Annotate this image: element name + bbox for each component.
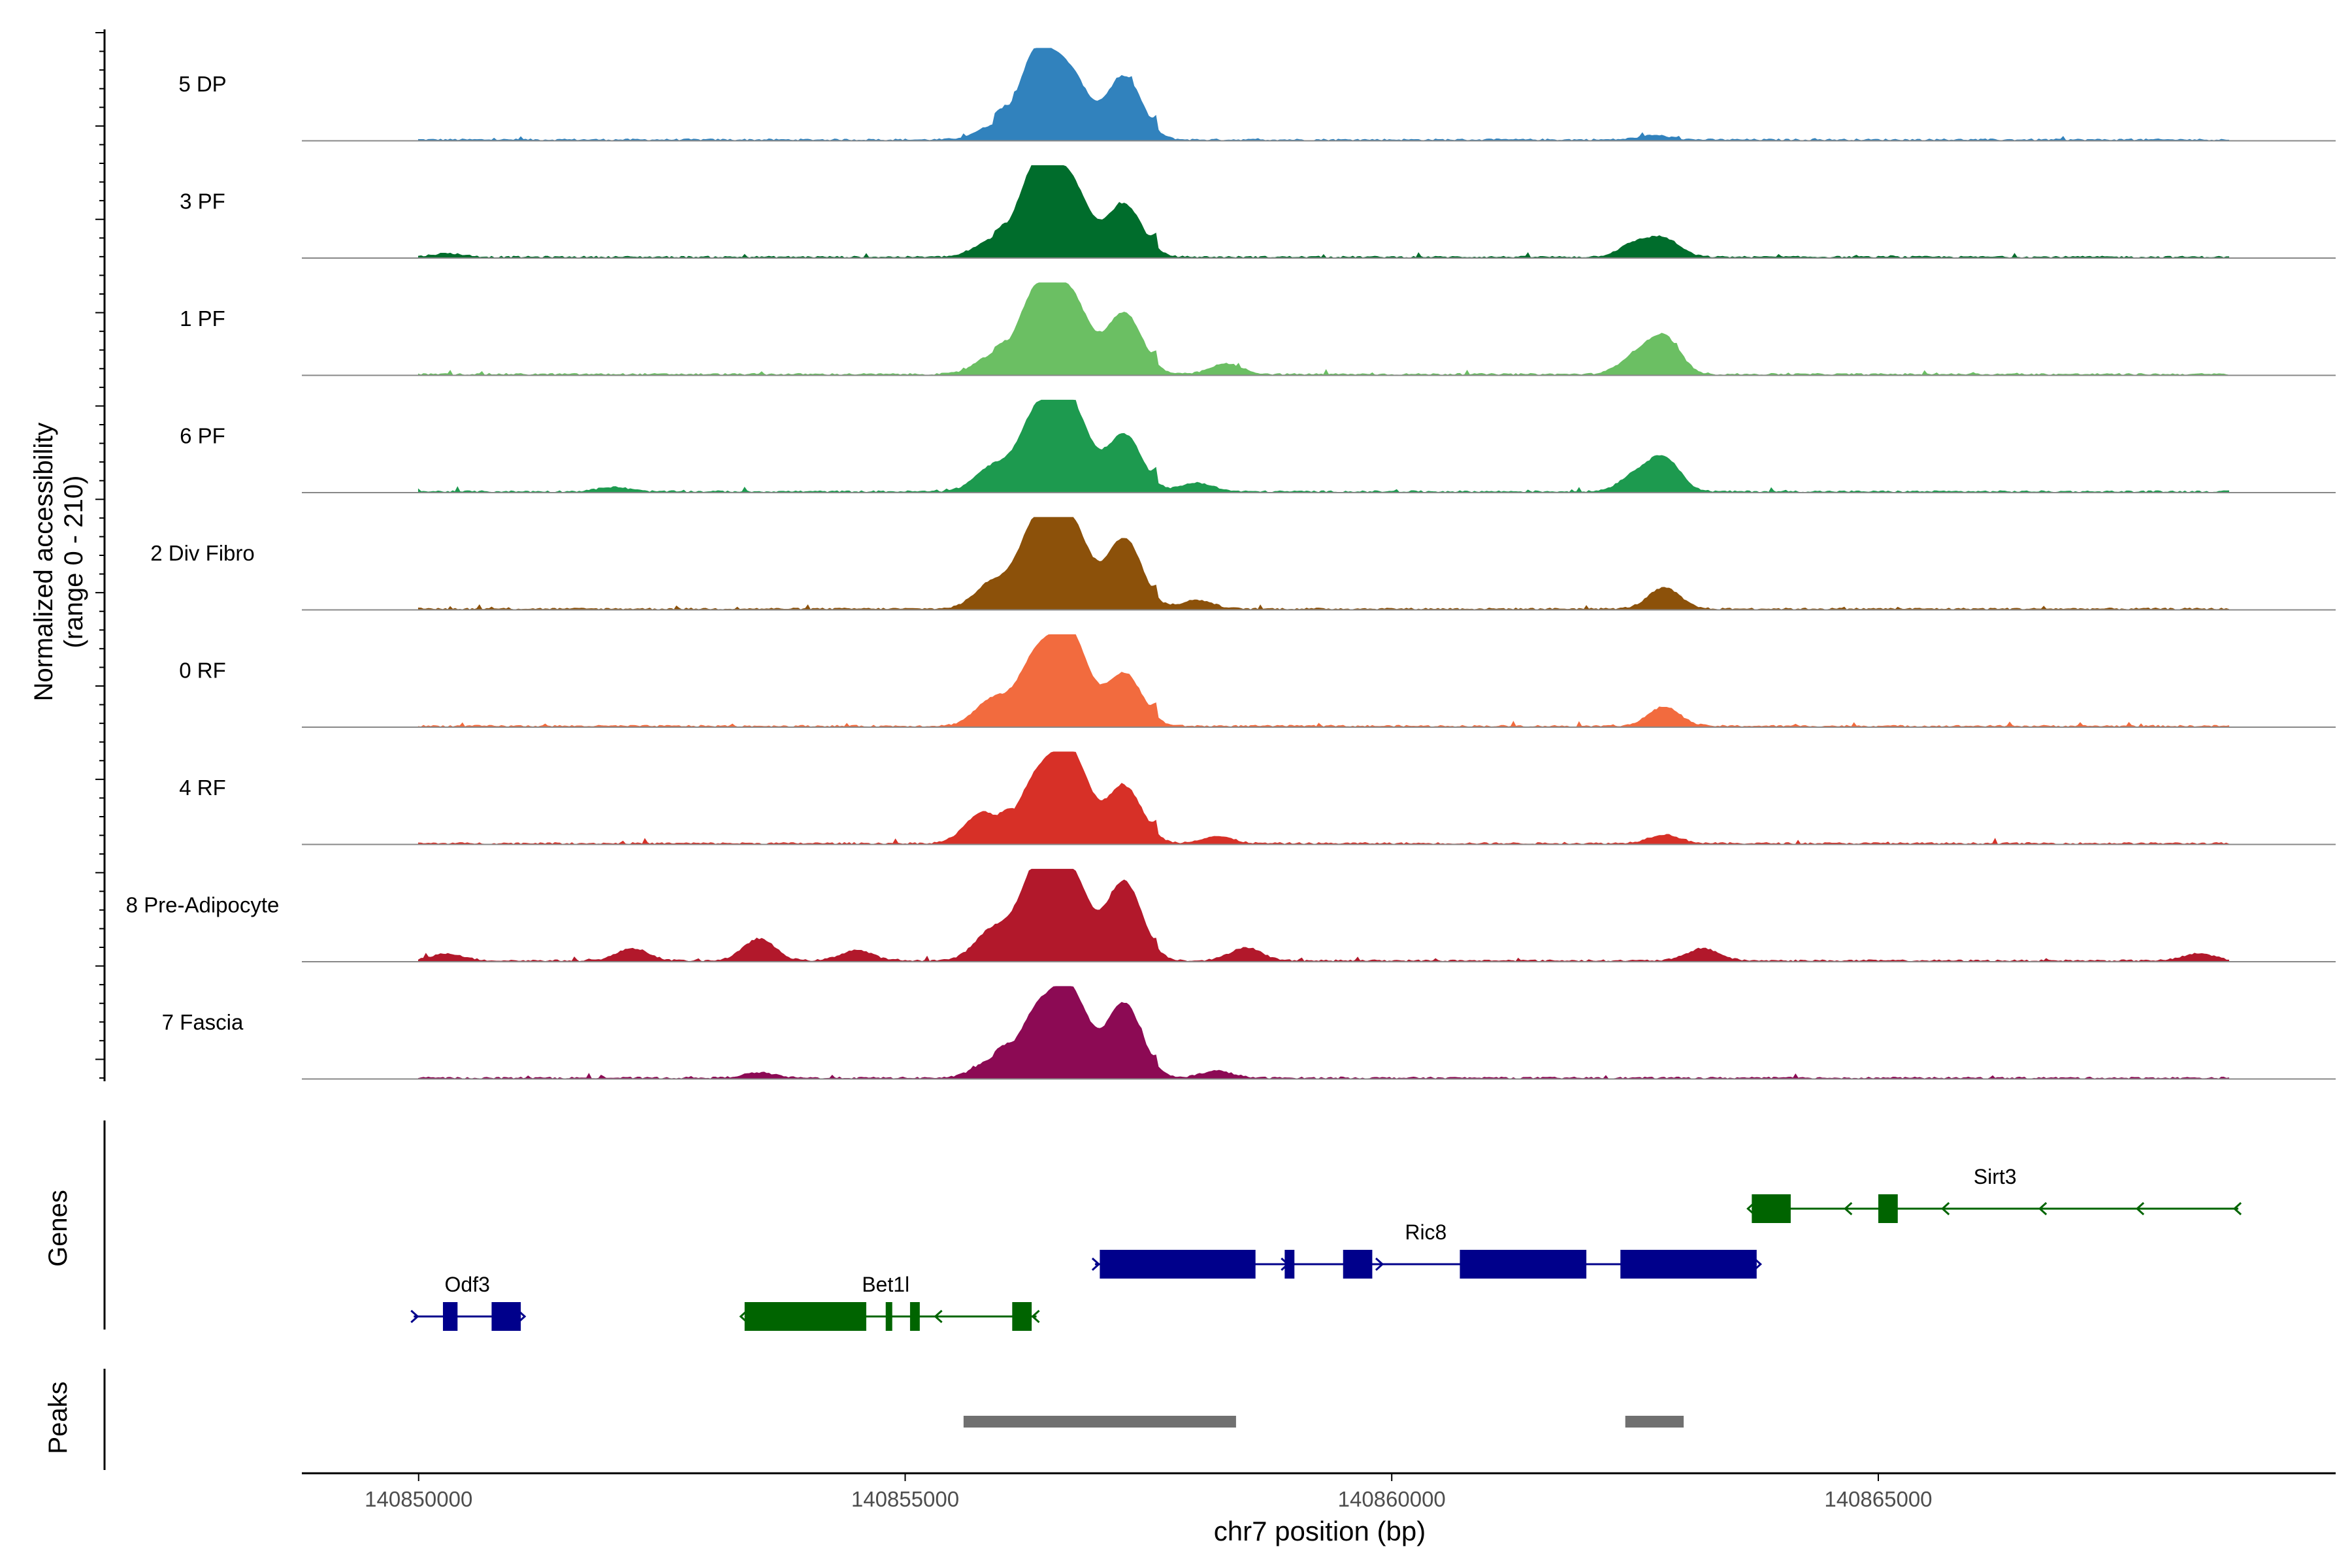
strand-arrow-icon: [2232, 1201, 2242, 1216]
track-label: 2 Div Fibro: [150, 541, 255, 565]
peak-region-bar: [1625, 1416, 1684, 1428]
coverage-track: 3 PF: [180, 165, 2336, 259]
gene-model: Bet1l: [739, 1273, 1040, 1331]
coverage-tracks: 5 DP 3 PF 1 PF 6 PF 2 Div Fibro 0 RF 4 RF 8 Pre…: [126, 48, 2336, 1080]
coverage-area: [417, 399, 2229, 493]
strand-arrow-icon: [1844, 1201, 1853, 1216]
track-label: 3 PF: [180, 189, 225, 214]
coverage-track: 2 Div Fibro: [150, 517, 2336, 611]
coverage-track: 7 Fascia: [162, 986, 2336, 1080]
track-label: 4 RF: [179, 776, 226, 800]
gene-label: Odf3: [445, 1273, 490, 1296]
coverage-track: 8 Pre-Adipocyte: [126, 868, 2336, 962]
x-axis-label: chr7 position (bp): [1214, 1516, 1426, 1546]
strand-arrow-icon: [410, 1309, 419, 1324]
gene-exon: [1343, 1250, 1373, 1279]
genes-axis-label: Genes: [44, 1190, 73, 1267]
strand-arrow-icon: [1091, 1257, 1101, 1271]
gene-exon: [442, 1302, 458, 1331]
coverage-area: [417, 165, 2229, 259]
coverage-track: 1 PF: [180, 282, 2336, 376]
coverage-track: 6 PF: [180, 399, 2336, 493]
gene-exon: [744, 1302, 866, 1331]
coverage-track: 5 DP: [178, 48, 2336, 142]
gene-exon: [909, 1302, 920, 1331]
track-label: 6 PF: [180, 424, 225, 448]
gene-exon: [1012, 1302, 1032, 1331]
x-tick-label: 140865000: [1824, 1487, 1932, 1511]
x-tick-label: 140850000: [365, 1487, 472, 1511]
track-label: 7 Fascia: [162, 1010, 244, 1034]
strand-arrow-icon: [1031, 1309, 1040, 1324]
gene-exon: [885, 1302, 892, 1331]
x-tick-label: 140860000: [1338, 1487, 1446, 1511]
coverage-y-axis-label-line1: Normalized accessibility: [29, 423, 58, 702]
x-tick-label: 140855000: [851, 1487, 959, 1511]
coverage-area: [417, 634, 2229, 728]
gene-label: Bet1l: [862, 1273, 909, 1296]
strand-arrow-icon: [934, 1309, 943, 1324]
gene-exon: [1752, 1194, 1791, 1223]
track-label: 8 Pre-Adipocyte: [126, 893, 280, 917]
coverage-track: 4 RF: [179, 751, 2336, 845]
track-label: 1 PF: [180, 306, 225, 331]
gene-label: Ric8: [1405, 1220, 1446, 1244]
gene-model: Ric8: [1091, 1220, 1763, 1279]
gene-model: Sirt3: [1746, 1165, 2242, 1223]
gene-exon: [491, 1302, 521, 1331]
peak-track: [963, 1416, 1684, 1428]
coverage-area: [417, 868, 2229, 962]
gene-track: Odf3 Bet1l Ric8 Sirt3: [410, 1165, 2242, 1331]
peak-region-bar: [963, 1416, 1236, 1428]
track-label: 5 DP: [178, 72, 226, 96]
track-label: 0 RF: [179, 659, 226, 683]
strand-arrow-icon: [1940, 1201, 1950, 1216]
coverage-area: [417, 48, 2229, 142]
axes: 140850000 140855000 140860000 140865000: [95, 29, 2336, 1511]
gene-exon: [1620, 1250, 1757, 1279]
coverage-y-axis-label-line2: (range 0 - 210): [59, 476, 88, 649]
gene-exon: [1284, 1250, 1295, 1279]
coverage-area: [417, 282, 2229, 376]
coverage-area: [417, 517, 2229, 611]
gene-label: Sirt3: [1974, 1165, 2017, 1188]
strand-arrow-icon: [1375, 1257, 1384, 1271]
gene-exon: [1100, 1250, 1256, 1279]
coverage-track: 0 RF: [179, 634, 2336, 728]
coverage-area: [417, 751, 2229, 845]
strand-arrow-icon: [2135, 1201, 2145, 1216]
strand-arrow-icon: [2038, 1201, 2048, 1216]
gene-exon: [1878, 1194, 1898, 1223]
gene-model: Odf3: [410, 1273, 527, 1331]
gene-exon: [1460, 1250, 1587, 1279]
peaks-axis-label: Peaks: [44, 1381, 73, 1454]
coverage-area: [417, 986, 2229, 1080]
